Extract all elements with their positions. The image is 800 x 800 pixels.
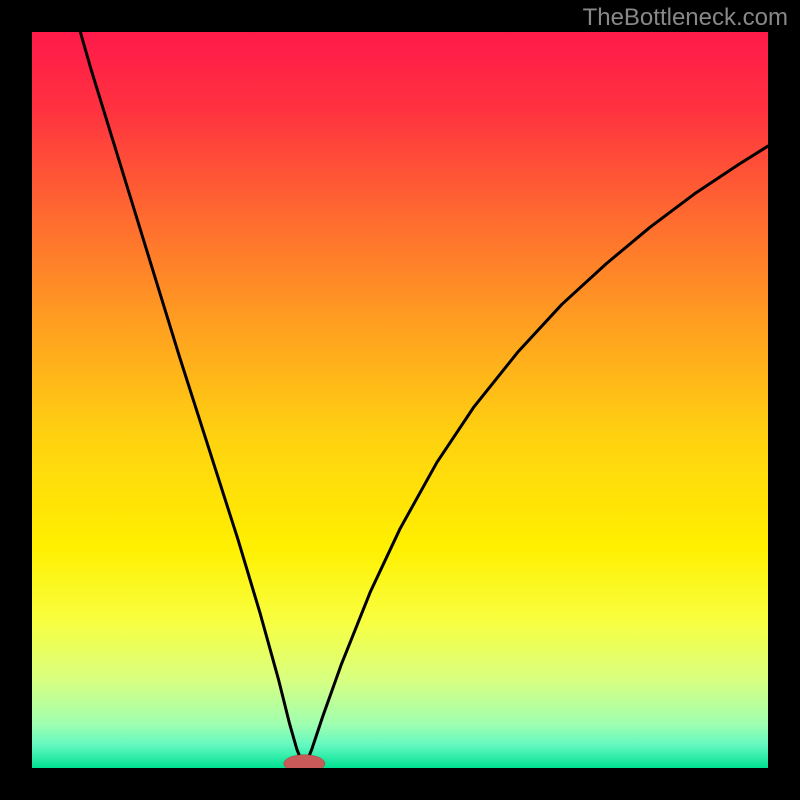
gradient-background xyxy=(32,32,768,768)
watermark-text: TheBottleneck.com xyxy=(583,4,788,32)
plot-area xyxy=(32,32,768,768)
chart-frame: TheBottleneck.com xyxy=(0,0,800,800)
plot-svg xyxy=(32,32,768,768)
